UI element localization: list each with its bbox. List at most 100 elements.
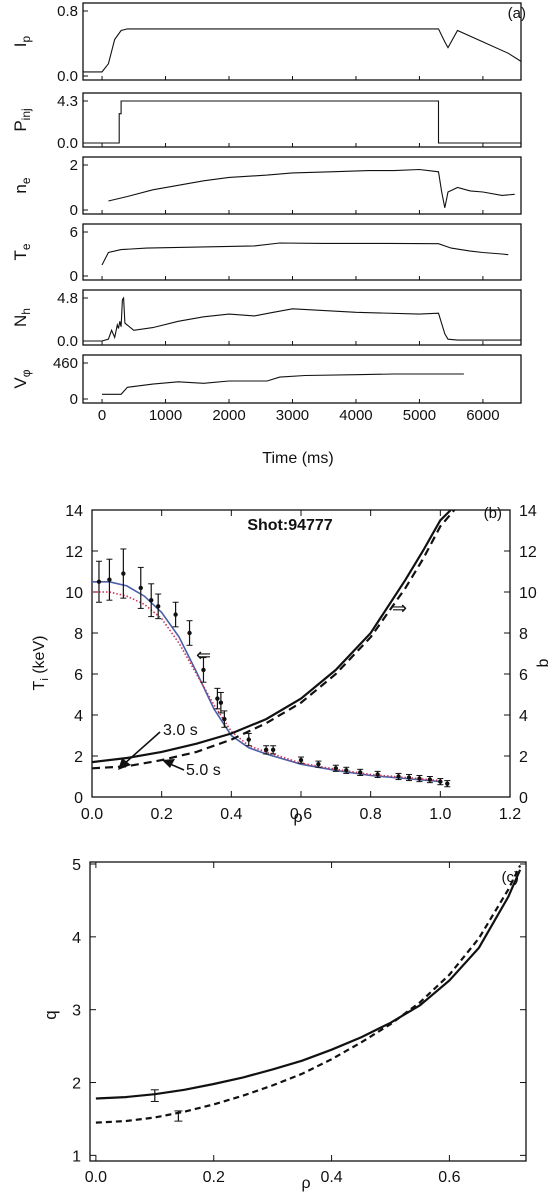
annotation-5s: 5.0 s	[186, 762, 221, 779]
series-line	[101, 242, 509, 266]
data-point	[173, 612, 178, 617]
y-tick-label: 4	[74, 708, 83, 725]
data-point	[417, 776, 422, 781]
subplot-frame	[82, 354, 522, 404]
panel-b-y2label: b	[535, 658, 552, 667]
arrow-3s	[123, 731, 161, 765]
panel-b-xlabel: ρ	[293, 809, 302, 826]
x-tick-label: 1.0	[429, 806, 451, 823]
y-tick-label: 2	[74, 749, 83, 766]
y2-tick-label: 10	[519, 585, 537, 602]
x-tick-label: 6000	[466, 407, 499, 424]
subplot-frame	[82, 92, 522, 148]
series-line	[83, 296, 521, 342]
y-tick-label: 6	[70, 224, 78, 241]
series-line	[83, 100, 521, 144]
x-tick-label: 0.2	[151, 806, 173, 823]
panel-b-label: (b)	[484, 505, 502, 522]
y-tick-label: 1	[72, 1148, 81, 1165]
subplot-ylabel: Vφ	[11, 369, 33, 388]
x-tick-label: 0.6	[290, 806, 312, 823]
y2-tick-label: 2	[519, 749, 528, 766]
y-tick-label: 5	[72, 857, 81, 874]
data-point	[358, 770, 363, 775]
data-point	[438, 779, 443, 784]
data-point	[396, 774, 401, 779]
x-tick-label: 0.4	[320, 1169, 342, 1186]
y-tick-label: 0.0	[57, 333, 78, 350]
series-line	[95, 869, 522, 1100]
panel-c-label: (c)	[502, 869, 520, 886]
series-line	[108, 168, 515, 208]
data-point	[316, 762, 321, 767]
data-point	[218, 700, 224, 705]
data-point	[96, 579, 102, 584]
subplot-frame	[82, 289, 522, 346]
panel-c-ylabel: q	[41, 1010, 60, 1019]
data-point	[222, 716, 227, 722]
subplot-ylabel: Pinj	[11, 108, 33, 131]
arrow-head	[118, 758, 131, 770]
subplot-ylabel: Ip	[11, 35, 33, 47]
subplot-ylabel: ne	[11, 177, 33, 193]
data-point	[201, 667, 206, 673]
y-tick-label: 14	[65, 503, 83, 520]
y-tick-label: 460	[53, 355, 78, 372]
arrow-right-glyph: ⇒	[392, 598, 407, 618]
subplot-frame	[82, 223, 522, 281]
y-tick-label: 4.3	[57, 93, 78, 110]
series-line	[92, 581, 441, 783]
x-tick-label: 0.2	[203, 1169, 225, 1186]
x-tick-label: 0	[98, 407, 106, 424]
data-point	[121, 571, 126, 576]
data-point	[375, 772, 380, 777]
data-point	[406, 775, 412, 780]
series-line	[92, 510, 456, 770]
x-tick-label: 0.0	[81, 806, 103, 823]
series-line	[102, 373, 464, 395]
x-tick-label: 0.0	[85, 1169, 107, 1186]
panel-a-xlabel: Time (ms)	[262, 450, 333, 467]
y-tick-label: 12	[65, 544, 83, 561]
series-line	[95, 865, 522, 1124]
y-tick-label: 0.0	[57, 135, 78, 152]
data-point	[270, 747, 276, 753]
annotation-3s: 3.0 s	[163, 722, 198, 739]
y-tick-label: 0	[70, 391, 78, 408]
subplot-frame	[82, 2, 522, 81]
y-tick-label: 0	[70, 202, 78, 219]
arrow-left-glyph: ⇐	[196, 645, 211, 665]
data-point	[445, 781, 450, 786]
y-tick-label: 8	[74, 626, 83, 643]
x-tick-label: 4000	[339, 407, 372, 424]
y-tick-label: 2	[72, 1076, 81, 1093]
y2-tick-label: 0	[519, 790, 528, 807]
x-tick-label: 5000	[403, 407, 436, 424]
panel-a-label: (a)	[508, 5, 526, 22]
data-point	[107, 577, 112, 582]
panel-b-ylabel: Ti (keV)	[31, 636, 51, 691]
y-tick-label: 0	[74, 790, 83, 807]
data-point	[215, 696, 220, 701]
panel-c: 1 2 3 4 5 0.0 0.2 0.4 0.6	[72, 857, 527, 1186]
y-tick-label: 4	[72, 930, 81, 947]
panel-b: 0 0 2 2 4 4 6 6 8 8 10 10 12 12 14 14 0.0 0.2 0.4 0.6 0.8 1.0…	[65, 503, 537, 823]
panel-b-title: Shot:94777	[247, 517, 332, 534]
y2-tick-label: 6	[519, 667, 528, 684]
data-point	[149, 598, 154, 603]
y-tick-label: 0	[70, 268, 78, 285]
data-point	[298, 757, 304, 763]
x-tick-label: 2000	[212, 407, 245, 424]
arrow-5s	[169, 763, 185, 771]
subplot-ylabel: Nh	[11, 308, 33, 327]
y2-tick-label: 8	[519, 626, 528, 643]
data-point	[246, 737, 251, 742]
x-tick-label: 0.8	[360, 806, 382, 823]
data-point	[138, 585, 143, 591]
y2-tick-label: 4	[519, 708, 528, 725]
data-point	[187, 630, 192, 636]
y-tick-label: 4.8	[57, 290, 78, 307]
plot-frame	[89, 861, 527, 1162]
series-line	[83, 28, 522, 73]
